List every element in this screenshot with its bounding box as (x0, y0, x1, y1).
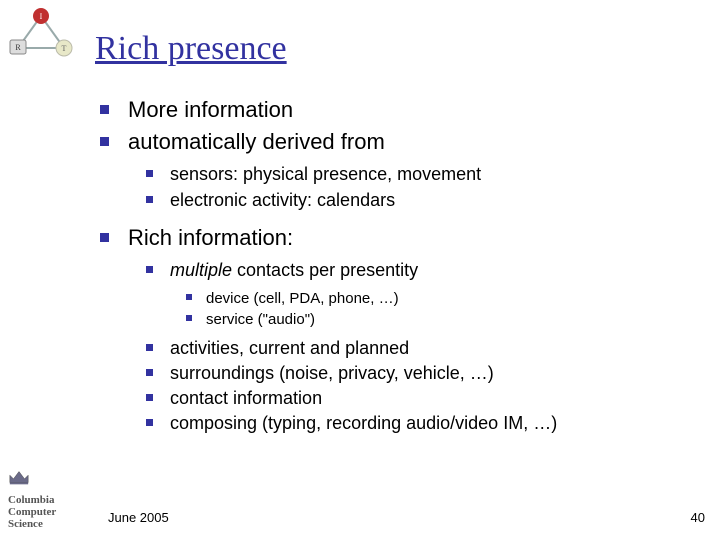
crown-icon (8, 467, 30, 487)
irt-r-label: R (15, 43, 21, 52)
bullet-activities: activities, current and planned (146, 336, 690, 361)
bullet-multiple-contacts: multiple contacts per presentity device … (146, 258, 690, 329)
columbia-text-2: Computer (8, 506, 88, 518)
bullet-device: device (cell, PDA, phone, …) (186, 288, 690, 309)
bullet-more-info-1: More information (100, 95, 690, 125)
irt-i-label: I (40, 12, 43, 21)
bullet-contact-info: contact information (146, 386, 690, 411)
bullet-rich-info: Rich information: multiple contacts per … (100, 223, 690, 437)
columbia-logo: Columbia Computer Science (8, 467, 88, 530)
irt-t-label: T (62, 44, 67, 53)
bullet-electronic-activity: electronic activity: calendars (146, 188, 690, 213)
bullet-surroundings: surroundings (noise, privacy, vehicle, …… (146, 361, 690, 386)
bullet-service: service ("audio") (186, 309, 690, 330)
columbia-text-3: Science (8, 518, 88, 530)
footer-date: June 2005 (108, 510, 169, 525)
page-number: 40 (691, 510, 705, 525)
bullet-more-info-2: automatically derived from sensors: phys… (100, 127, 690, 213)
columbia-text-1: Columbia (8, 494, 88, 506)
bullet-composing: composing (typing, recording audio/video… (146, 411, 690, 436)
irt-triangle-logo: I R T (6, 6, 76, 61)
bullet-sensors: sensors: physical presence, movement (146, 162, 690, 187)
slide-body: More information automatically derived f… (100, 95, 690, 446)
slide-title: Rich presence (95, 30, 287, 68)
